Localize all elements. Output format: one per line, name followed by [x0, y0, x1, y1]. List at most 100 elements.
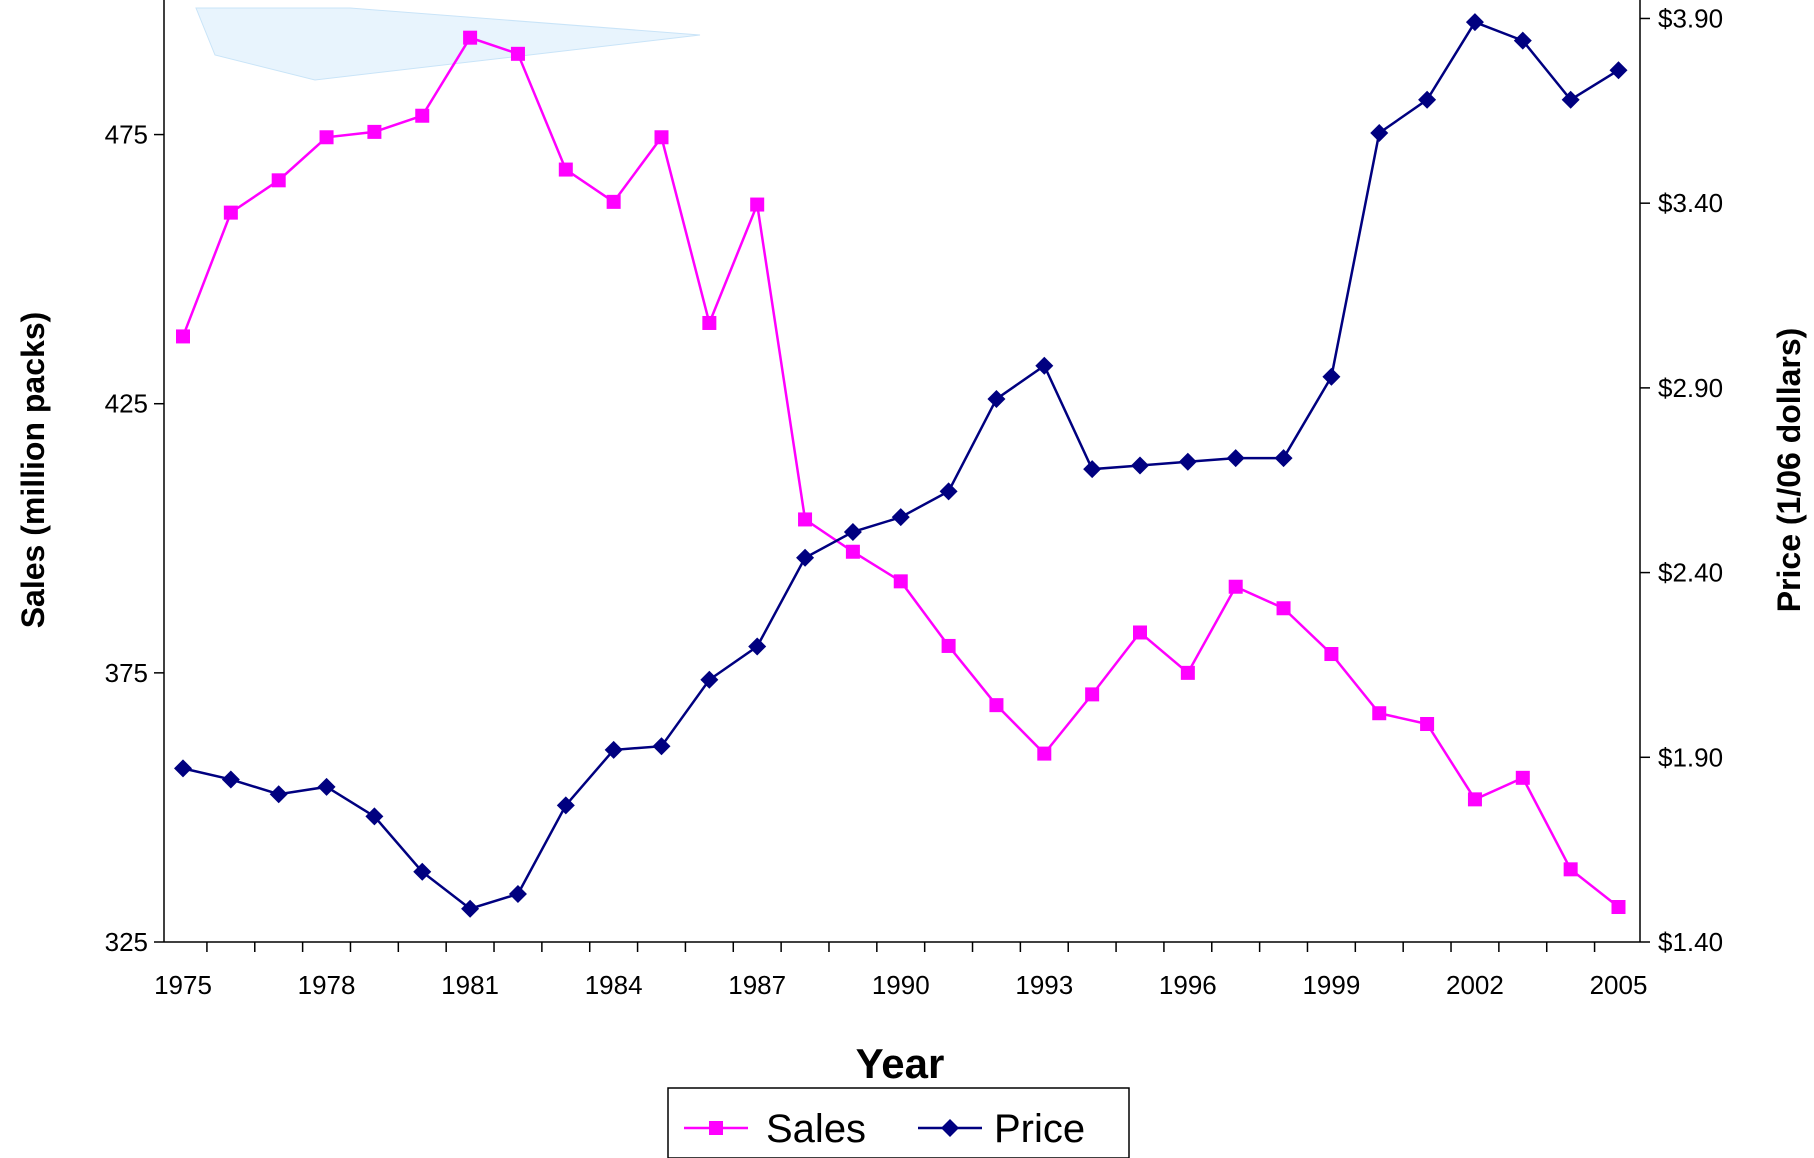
sales-point: [176, 329, 190, 344]
price-point: [1274, 449, 1293, 468]
x-tick-label: 1987: [728, 970, 786, 1000]
price-point: [1609, 61, 1628, 80]
sales-point: [558, 162, 573, 177]
x-tick-label: 1999: [1302, 970, 1360, 1000]
sales-point: [845, 544, 860, 559]
price-point: [221, 770, 240, 789]
y-right-tick-label: $3.40: [1658, 188, 1723, 218]
y-right-tick-label: $1.90: [1658, 742, 1723, 772]
sales-point: [798, 512, 813, 527]
sales-point: [1276, 601, 1291, 616]
price-point: [1465, 13, 1484, 32]
y-left-tick-label: 475: [105, 120, 148, 150]
price-point: [461, 899, 480, 918]
price-point: [652, 737, 671, 756]
series-layer: [174, 13, 1628, 918]
right-y-ticks: $1.40 $1.90 $2.40 $2.90 $3.40 $3.90: [1640, 3, 1723, 957]
sales-point: [1180, 665, 1195, 680]
x-tick-label: 1984: [585, 970, 643, 1000]
price-point: [269, 785, 288, 804]
sales-point: [1467, 792, 1482, 807]
price-point: [748, 637, 767, 656]
price-point: [1418, 90, 1437, 109]
y-right-tick-label: $1.40: [1658, 927, 1723, 957]
left-y-ticks: 325 375 425 475: [105, 120, 164, 957]
price-point: [1083, 460, 1102, 479]
sales-point: [1611, 900, 1626, 915]
y-left-tick-label: 325: [105, 927, 148, 957]
price-point: [1131, 456, 1149, 475]
price-point: [891, 508, 910, 527]
sales-point: [367, 124, 382, 139]
sales-point: [941, 638, 956, 653]
sales-point: [463, 30, 478, 45]
sales-point: [1133, 625, 1147, 640]
x-tick-label: 2005: [1590, 970, 1648, 1000]
legend-sales-label: Sales: [766, 1107, 866, 1151]
sales-point: [319, 130, 334, 145]
legend-price-label: Price: [994, 1107, 1085, 1151]
x-tick-label: 1990: [872, 970, 930, 1000]
x-tick-label: 1975: [154, 970, 212, 1000]
x-ticks: 1975 1978 1981 1984 1987 1990 1993 1996 1999 2002…: [154, 942, 1647, 1000]
sales-point: [1324, 647, 1339, 662]
price-point: [1178, 452, 1197, 471]
price-point: [1035, 356, 1054, 375]
price-point: [1226, 449, 1245, 468]
sales-point: [989, 698, 1004, 713]
background-artifact: [195, 7, 701, 81]
sales-point: [702, 315, 717, 330]
sales-point: [271, 173, 286, 188]
sales-point: [1420, 716, 1435, 731]
sales-point: [223, 205, 238, 220]
sales-point: [654, 130, 669, 145]
price-point: [987, 389, 1006, 408]
price-point: [174, 759, 192, 778]
x-tick-label: 2002: [1446, 970, 1504, 1000]
price-point: [939, 482, 958, 501]
y-right-tick-label: $3.90: [1658, 3, 1723, 33]
price-point: [1322, 367, 1341, 386]
series-sales: [176, 30, 1626, 915]
y-left-tick-label: 375: [105, 658, 148, 688]
sales-point: [510, 46, 525, 61]
legend-price-marker: [941, 1119, 959, 1137]
legend-sales-marker: [709, 1121, 723, 1135]
sales-point: [415, 108, 430, 123]
legend: Sales Price: [667, 1087, 1130, 1158]
price-point: [556, 796, 575, 815]
y-right-tick-label: $2.40: [1658, 558, 1723, 588]
price-point: [796, 548, 815, 567]
sales-point: [750, 197, 765, 212]
x-tick-label: 1978: [298, 970, 356, 1000]
x-tick-label: 1993: [1015, 970, 1073, 1000]
sales-point: [606, 194, 621, 209]
sales-point: [1515, 770, 1530, 785]
y-left-axis-title: Sales (million packs): [15, 312, 51, 629]
price-point: [365, 807, 384, 826]
sales-point: [1228, 579, 1243, 594]
price-point: [1370, 123, 1389, 142]
y-right-tick-label: $2.90: [1658, 373, 1723, 403]
price-point: [317, 777, 336, 796]
series-price: [174, 13, 1628, 918]
x-tick-label: 1996: [1159, 970, 1217, 1000]
price-point: [1561, 90, 1580, 109]
price-point: [508, 884, 527, 903]
sales-point: [1372, 706, 1387, 721]
sales-point: [1037, 746, 1052, 761]
sales-point: [1085, 687, 1100, 702]
price-point: [413, 862, 432, 881]
sales-point: [1563, 862, 1578, 877]
sales-point: [893, 574, 908, 589]
price-point: [1513, 31, 1532, 50]
axes: [163, 0, 1641, 943]
y-left-tick-label: 425: [105, 389, 148, 419]
price-point: [700, 670, 719, 689]
x-tick-label: 1981: [441, 970, 499, 1000]
price-point: [843, 522, 862, 541]
y-right-axis-title: Price (1/06 dollars): [1771, 328, 1807, 613]
price-point: [604, 740, 623, 759]
legend-box: [667, 1087, 1130, 1158]
